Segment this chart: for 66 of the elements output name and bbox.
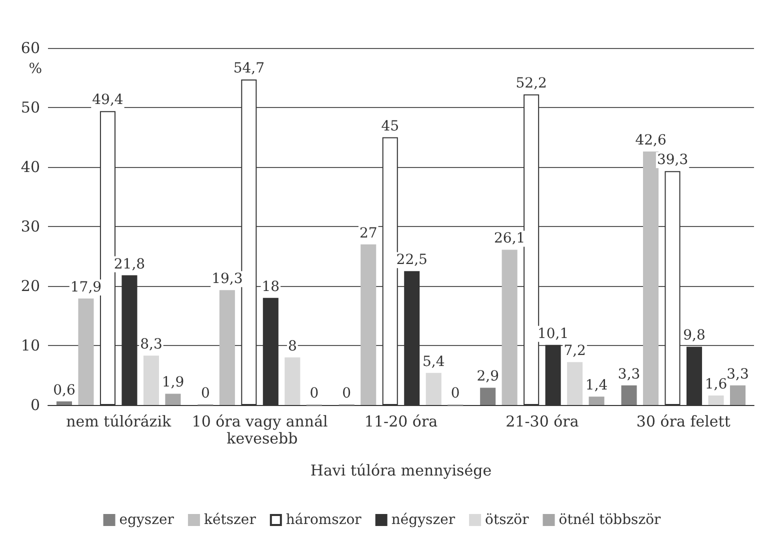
legend-label: háromszor: [286, 512, 362, 528]
data-label: 45: [381, 118, 400, 134]
bar: [708, 395, 724, 405]
data-label: 18: [262, 278, 280, 295]
bar: [621, 385, 637, 405]
legend-label: négyszer: [391, 512, 456, 528]
data-label: 0: [310, 386, 319, 402]
data-label: 1,9: [162, 374, 184, 391]
data-label: 3,3: [618, 366, 640, 382]
bar: [643, 152, 659, 405]
legend-label: egyszer: [119, 512, 174, 528]
data-label: 52,2: [516, 75, 547, 92]
bar: [730, 385, 746, 405]
data-label: 0: [450, 386, 460, 402]
bar: [360, 244, 376, 405]
bar: [143, 356, 159, 405]
x-tick-label: 21-30 óra: [506, 412, 579, 430]
data-label: 39,3: [656, 152, 688, 168]
bar: [502, 250, 518, 405]
data-label: 27: [359, 225, 378, 242]
legend-label: ötször: [485, 512, 530, 528]
bar: [426, 372, 442, 405]
data-label: 9,8: [683, 328, 706, 344]
x-tick-label: 10 óra vagy annál kevesebb: [192, 412, 328, 448]
data-label: 5,4: [422, 354, 445, 370]
data-label: 3,3: [726, 366, 749, 382]
y-tick-label: 40: [20, 158, 40, 176]
data-label: 21,8: [114, 256, 146, 272]
data-label: 0: [200, 386, 210, 402]
y-tick-label: 50: [20, 98, 40, 116]
bar: [480, 388, 496, 405]
bar: [56, 401, 72, 405]
bar: [284, 357, 300, 405]
bar: [588, 396, 604, 405]
x-axis-title: Havi túlóra mennyisége: [310, 462, 492, 480]
legend-label: ötnél többször: [558, 512, 662, 528]
data-label: 26,1: [494, 230, 526, 247]
legend-label: kétszer: [204, 512, 256, 528]
x-tick-label: 11-20 óra: [364, 412, 438, 430]
data-label: 0: [342, 386, 352, 402]
y-tick-label: 10: [20, 336, 40, 354]
data-label: 17,9: [70, 279, 102, 296]
data-label: 8: [288, 338, 297, 354]
bar: [567, 362, 583, 405]
data-label: 42,6: [635, 132, 666, 149]
data-label: 1,4: [585, 378, 608, 394]
x-tick-label: 30 óra felett: [636, 412, 730, 430]
y-axis-title: %: [28, 61, 42, 77]
data-label: 49,4: [92, 92, 124, 108]
data-label: 22,5: [396, 252, 428, 268]
y-tick-label: 20: [20, 277, 40, 295]
y-tick-label: 60: [20, 39, 40, 57]
y-tick-label: 30: [20, 218, 40, 236]
bar: [165, 394, 181, 405]
data-label: 54,7: [233, 60, 265, 77]
data-label: 8,3: [140, 336, 162, 353]
bar: [219, 290, 235, 405]
data-label: 0,6: [53, 382, 76, 398]
x-tick-label: nem túlórázik: [66, 412, 172, 430]
y-tick-label: 0: [30, 396, 40, 414]
data-label: 2,9: [476, 368, 499, 385]
data-label: 7,2: [564, 343, 586, 360]
data-label: 1,6: [704, 376, 728, 392]
bar: [78, 298, 94, 405]
data-label: 19,3: [212, 271, 243, 288]
data-label: 10,1: [537, 326, 569, 342]
